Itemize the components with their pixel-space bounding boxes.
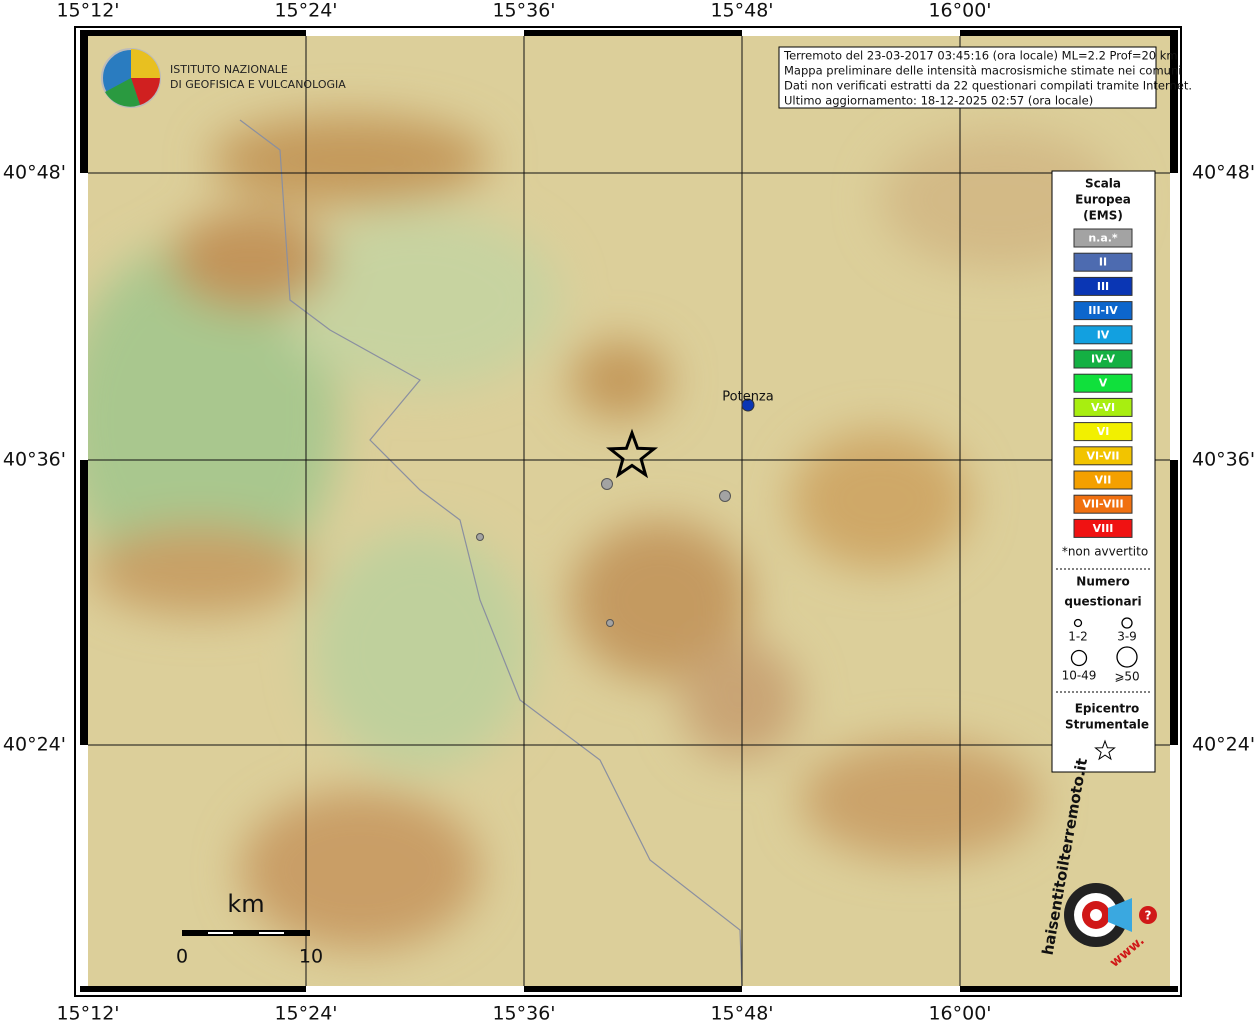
lon-label: 15°36' [492,1003,555,1025]
legend-swatch [1073,494,1133,514]
logo: ISTITUTO NAZIONALE DI GEOFISICA E VULCAN… [101,48,346,108]
lon-label: 15°48' [710,1003,773,1025]
legend-title: Strumentale [1065,718,1149,732]
legend-label: VI-VII [1086,449,1119,462]
badge-mark: ? [1145,909,1152,923]
lat-label: 40°36' [3,449,66,471]
markers: Potenza [476,390,774,627]
lat-label: 40°36' [1192,449,1255,471]
epicenter [605,428,659,479]
graticule [88,36,1170,986]
size-label: ⩾50 [1114,670,1139,684]
legend-swatch [1073,301,1133,321]
legend-swatch [1073,276,1133,296]
lat-label: 40°24' [1192,734,1255,756]
lon-label: 16°00' [928,1003,991,1025]
legend-label: n.a.* [1088,232,1118,245]
legend-label: VII [1095,474,1112,487]
legend-swatch [1073,228,1133,248]
logo-text: DI GEOFISICA E VULCANOLOGIA [170,78,346,91]
lon-label: 15°36' [492,0,555,22]
legend-label: IV [1097,328,1110,341]
lon-label: 15°24' [274,0,337,22]
legend-label: VIII [1093,522,1114,535]
lon-label: 16°00' [928,0,991,22]
legend-label: III-IV [1088,304,1118,317]
size-label: 10-49 [1062,669,1097,683]
info-box: Terremoto del 23-03-2017 03:45:16 (ora l… [778,46,1192,109]
axis-labels: 15°12' 15°12' 15°24' 15°24' 15°36' 15°36' 15°4… [3,0,1255,1025]
legend-swatch [1073,422,1133,442]
legend-swatch [1073,518,1133,538]
legend-swatch [1073,397,1133,417]
lat-label: 40°48' [1192,162,1255,184]
city-label: Potenza [722,390,773,405]
scale-unit: km [227,890,264,918]
legend-swatch [1073,470,1133,490]
intensity-point [476,533,484,541]
legend-title: Scala [1085,177,1121,191]
lon-label: 15°12' [56,0,119,22]
legend-label: V [1099,377,1108,390]
terrain [88,36,1170,986]
legend-title: questionari [1064,595,1141,609]
legend-label: III [1097,280,1109,293]
scale-bar: km 0 10 [176,890,323,968]
legend-title: Numero [1076,575,1129,589]
info-line: Terremoto del 23-03-2017 03:45:16 (ora l… [783,49,1178,63]
lon-label: 15°48' [710,0,773,22]
legend-label: II [1099,256,1107,269]
legend-swatch [1073,373,1133,393]
info-line: Ultimo aggiornamento: 18-12-2025 02:57 (… [784,94,1093,108]
legend-swatch [1073,325,1133,345]
legend-title: Epicentro [1075,702,1140,716]
legend-title: (EMS) [1083,209,1123,223]
legend-swatch [1073,252,1133,272]
scale-start: 0 [176,946,188,968]
legend-label: VII-VIII [1082,498,1123,511]
intensity-point [601,478,613,490]
size-symbol [1070,649,1088,667]
info-line: Mappa preliminare delle intensità macros… [784,64,1181,78]
lon-label: 15°12' [56,1003,119,1025]
frame [74,26,1182,997]
size-symbol [1073,618,1083,628]
size-label: 3-9 [1117,630,1137,644]
size-label: 1-2 [1068,630,1088,644]
legend: ScalaEuropea(EMS)n.a.*IIIIIIII-IVIVIV-VV… [1051,170,1156,773]
scale-end: 10 [299,946,323,968]
lat-label: 40°24' [3,734,66,756]
intensity-point [606,619,614,627]
lat-label: 40°48' [3,162,66,184]
size-symbol [1116,646,1138,668]
legend-swatch [1073,446,1133,466]
logo-text: ISTITUTO NAZIONALE [170,63,288,76]
legend-swatch [1073,349,1133,369]
info-line: Dati non verificati estratti da 22 quest… [784,79,1192,93]
legend-title: Europea [1075,193,1131,207]
legend-label: VI [1097,425,1110,438]
intensity-point [719,490,731,502]
size-symbol [1121,617,1133,629]
legend-note: *non avvertito [1062,545,1148,559]
legend-label: IV-V [1091,353,1116,366]
legend-label: V-VI [1091,401,1115,414]
city-point [741,398,755,412]
lon-label: 15°24' [274,1003,337,1025]
epicenter-symbol [1094,739,1116,761]
